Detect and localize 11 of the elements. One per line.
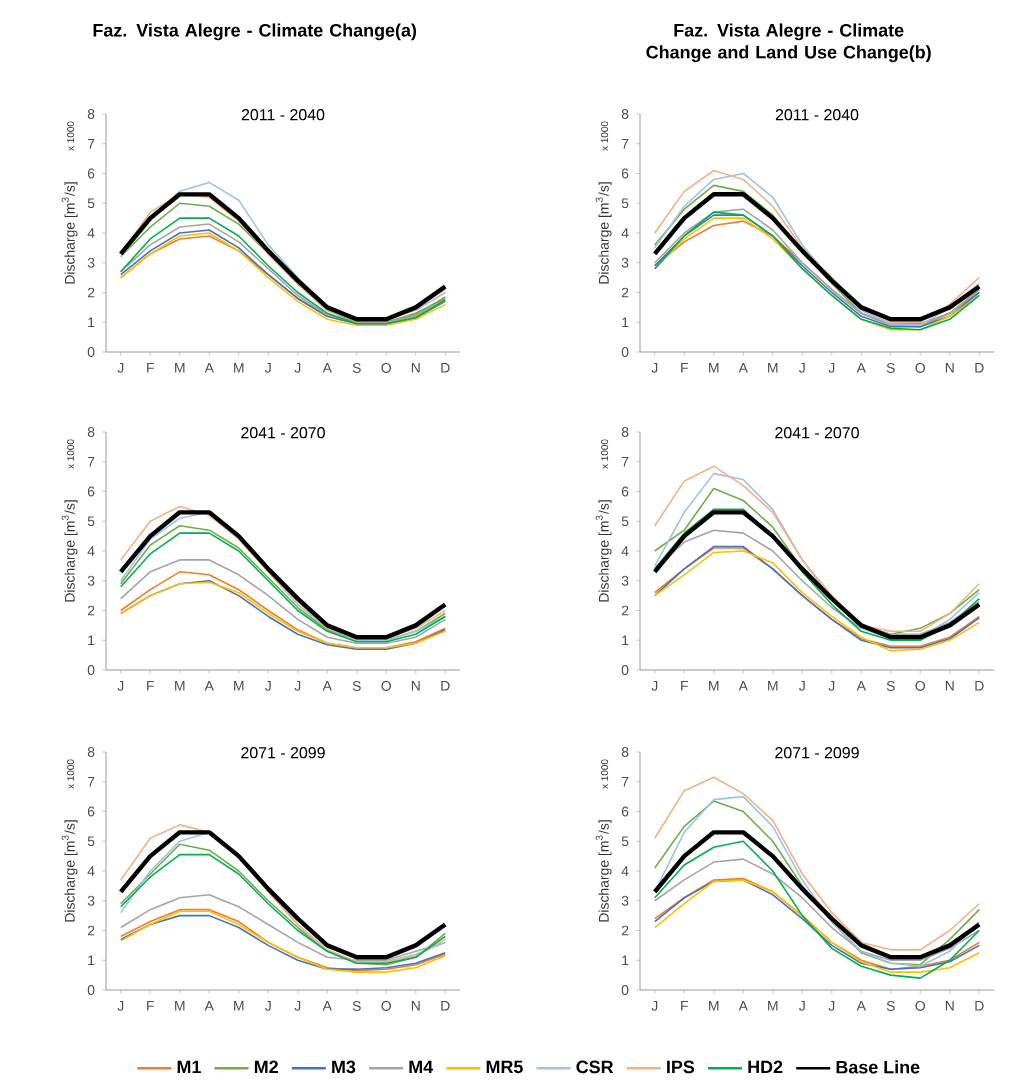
legend-label: M3 bbox=[332, 1060, 356, 1074]
legend-label: M4 bbox=[409, 1060, 434, 1073]
legend-label: HD2 bbox=[748, 1060, 783, 1074]
legend-label: CSR bbox=[576, 1060, 614, 1074]
text: Faz. Vista Alegre - Climate Change and Land Use Change(b) bbox=[646, 23, 931, 63]
text: Faz. Vista Alegre - Climate Change(a) bbox=[93, 23, 417, 41]
legend-label: M2 bbox=[254, 1060, 278, 1074]
legend-label: MR5 bbox=[486, 1060, 523, 1074]
legend-label: M1 bbox=[177, 1060, 201, 1073]
legend-label: IPS bbox=[667, 1060, 695, 1074]
legend-label: Base Line bbox=[836, 1060, 920, 1074]
